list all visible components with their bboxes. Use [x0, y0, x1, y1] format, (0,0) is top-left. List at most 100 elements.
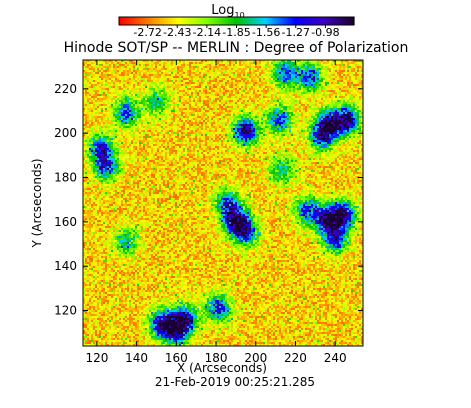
colorbar-swatch	[299, 17, 302, 25]
colorbar-swatch	[230, 17, 234, 25]
colorbar-swatch	[301, 17, 304, 25]
colorbar-swatch	[164, 17, 167, 25]
colorbar-tick-label: -0.98	[311, 26, 339, 39]
x-tick-label: 220	[284, 351, 307, 365]
colorbar-swatch	[348, 17, 351, 25]
colorbar-swatch	[346, 17, 349, 25]
colorbar-swatch	[232, 17, 236, 25]
colorbar-swatch	[171, 17, 175, 25]
colorbar-swatch	[344, 17, 347, 25]
heatmap-image	[83, 60, 363, 346]
colorbar-swatch	[216, 17, 220, 25]
colorbar-tick-label: -1.27	[282, 26, 310, 39]
colorbar-swatch	[322, 17, 326, 25]
colorbar-swatch	[189, 17, 193, 25]
colorbar-swatch	[136, 17, 140, 25]
colorbar-swatch	[285, 17, 289, 25]
y-tick-label: 140	[54, 259, 77, 273]
colorbar-swatch	[177, 17, 181, 25]
colorbar-swatch	[203, 17, 206, 25]
colorbar-swatch	[332, 17, 336, 25]
colorbar-swatch	[258, 17, 261, 25]
colorbar-swatch	[214, 17, 218, 25]
colorbar-swatch	[338, 17, 341, 25]
colorbar-swatch	[150, 17, 153, 25]
colorbar-swatch	[175, 17, 179, 25]
colorbar-swatch	[336, 17, 339, 25]
colorbar-swatch	[199, 17, 202, 25]
colorbar: Log10 -2.72 -2.43 -2.14 -1.85 -1.56 -1.27 -0.9…	[118, 3, 355, 39]
colorbar-swatch	[273, 17, 277, 25]
colorbar-swatch	[305, 17, 308, 25]
colorbar-swatch	[209, 17, 212, 25]
colorbar-swatch	[207, 17, 210, 25]
colorbar-swatch	[334, 17, 337, 25]
colorbar-swatch	[211, 17, 214, 25]
colorbar-swatch	[222, 17, 226, 25]
colorbar-swatch	[250, 17, 253, 25]
colorbar-swatch	[256, 17, 259, 25]
colorbar-tick-label: -2.43	[163, 26, 191, 39]
colorbar-swatch	[120, 17, 124, 25]
colorbar-swatch	[132, 17, 136, 25]
colorbar-swatch	[297, 17, 300, 25]
colorbar-swatch	[213, 17, 216, 25]
colorbar-swatch	[128, 17, 132, 25]
colorbar-swatch	[308, 17, 312, 25]
colorbar-swatch	[324, 17, 328, 25]
colorbar-swatch	[226, 17, 230, 25]
colorbar-swatch	[254, 17, 257, 25]
colorbar-swatch	[195, 17, 198, 25]
colorbar-swatch	[350, 17, 353, 25]
colorbar-swatch	[183, 17, 187, 25]
colorbar-swatch	[138, 17, 142, 25]
colorbar-swatch	[140, 17, 144, 25]
colorbar-swatch	[146, 17, 149, 25]
colorbar-swatch	[261, 17, 265, 25]
colorbar-swatch	[328, 17, 332, 25]
x-tick-label: 200	[244, 351, 267, 365]
colorbar-swatch	[275, 17, 279, 25]
colorbar-swatch	[234, 17, 238, 25]
colorbar-swatch	[326, 17, 330, 25]
colorbar-swatch	[134, 17, 138, 25]
colorbar-swatch	[291, 17, 294, 25]
colorbar-swatch	[224, 17, 228, 25]
colorbar-tick-label: -2.72	[133, 26, 161, 39]
colorbar-swatch	[279, 17, 283, 25]
colorbar-swatch	[166, 17, 169, 25]
x-axis: 120 140 160 180 200 220 240	[85, 60, 347, 365]
colorbar-swatch	[173, 17, 177, 25]
x-axis-label: X (Arcseconds)	[177, 361, 267, 375]
colorbar-swatch	[263, 17, 267, 25]
colorbar-swatch	[271, 17, 275, 25]
colorbar-swatch	[310, 17, 314, 25]
colorbar-swatch	[307, 17, 310, 25]
colorbar-swatch	[187, 17, 191, 25]
colorbar-swatch	[197, 17, 200, 25]
colorbar-swatch	[167, 17, 171, 25]
colorbar-title: Log10	[211, 3, 244, 20]
colorbar-swatch	[277, 17, 281, 25]
colorbar-swatch	[352, 17, 355, 25]
colorbar-swatch	[318, 17, 322, 25]
colorbar-swatch	[152, 17, 155, 25]
colorbar-tick-label: -2.14	[193, 26, 221, 39]
colorbar-swatch	[193, 17, 196, 25]
colorbar-swatch	[316, 17, 320, 25]
x-tick-label: 120	[85, 351, 108, 365]
colorbar-swatch	[220, 17, 224, 25]
colorbar-swatch	[119, 17, 122, 25]
colorbar-swatch	[154, 17, 157, 25]
colorbar-swatch	[293, 17, 296, 25]
colorbar-swatch	[179, 17, 183, 25]
colorbar-swatch	[330, 17, 334, 25]
colorbar-swatch	[289, 17, 292, 25]
colorbar-swatch	[303, 17, 306, 25]
y-tick-label: 200	[54, 126, 77, 140]
colorbar-swatch	[205, 17, 208, 25]
colorbar-swatch	[144, 17, 148, 25]
colorbar-swatch	[201, 17, 204, 25]
colorbar-swatch	[295, 17, 298, 25]
